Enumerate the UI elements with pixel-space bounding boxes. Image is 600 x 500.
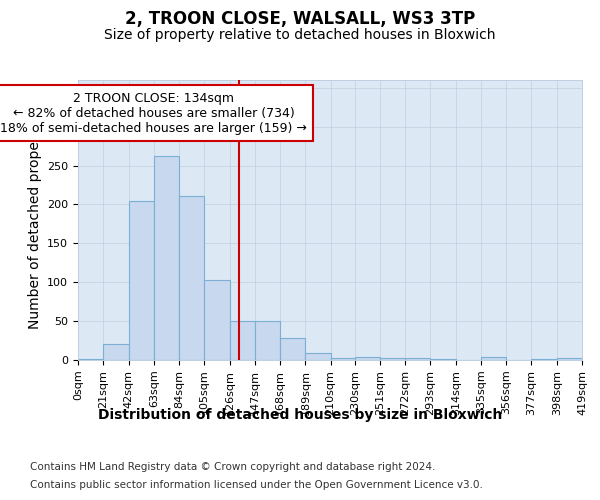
Bar	[154, 156, 179, 360]
Bar	[280, 338, 305, 360]
Text: Size of property relative to detached houses in Bloxwich: Size of property relative to detached ho…	[104, 28, 496, 42]
Bar	[205, 280, 230, 360]
Text: Contains HM Land Registry data © Crown copyright and database right 2024.: Contains HM Land Registry data © Crown c…	[30, 462, 436, 472]
Text: Distribution of detached houses by size in Bloxwich: Distribution of detached houses by size …	[98, 408, 502, 422]
Bar	[78, 359, 103, 360]
Text: 2, TROON CLOSE, WALSALL, WS3 3TP: 2, TROON CLOSE, WALSALL, WS3 3TP	[125, 10, 475, 28]
Y-axis label: Number of detached properties: Number of detached properties	[28, 110, 41, 330]
Bar	[255, 321, 280, 360]
Bar	[355, 357, 380, 360]
Bar	[103, 344, 128, 360]
Bar	[128, 200, 154, 360]
Bar	[331, 358, 356, 360]
Bar	[557, 358, 582, 360]
Bar	[305, 353, 331, 360]
Bar	[532, 359, 557, 360]
Bar	[481, 357, 506, 360]
Text: Contains public sector information licensed under the Open Government Licence v3: Contains public sector information licen…	[30, 480, 483, 490]
Bar	[179, 196, 205, 360]
Bar	[230, 321, 255, 360]
Bar	[405, 358, 430, 360]
Bar	[430, 359, 455, 360]
Bar	[380, 358, 405, 360]
Text: 2 TROON CLOSE: 134sqm
← 82% of detached houses are smaller (734)
18% of semi-det: 2 TROON CLOSE: 134sqm ← 82% of detached …	[1, 92, 307, 134]
